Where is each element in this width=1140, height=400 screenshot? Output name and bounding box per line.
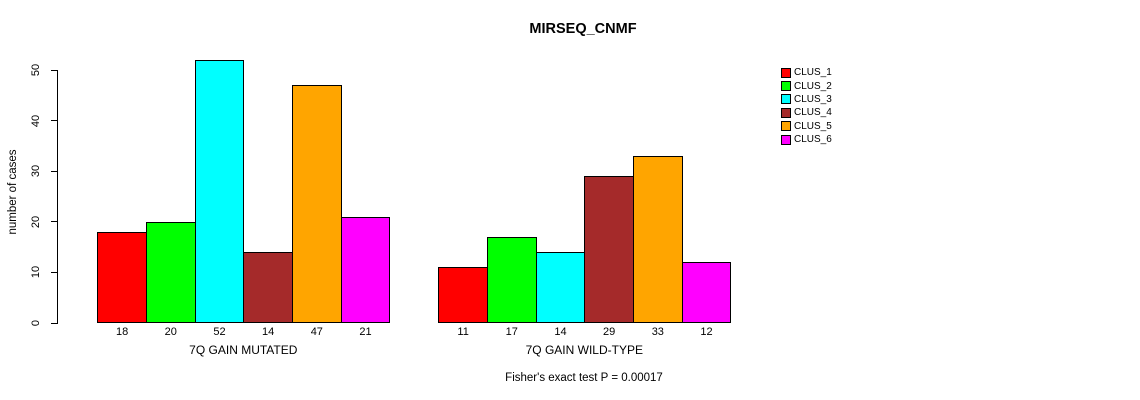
- y-tick-label: 10: [30, 266, 42, 279]
- bar-clus_5-group2: [632, 156, 683, 323]
- y-tick-label: 50: [30, 63, 42, 77]
- legend-swatch-clus_3: [781, 94, 791, 105]
- stat-annotation: Fisher's exact test P = 0.00017: [505, 372, 663, 384]
- y-axis-tick: [51, 170, 58, 172]
- y-axis-tick: [51, 322, 58, 324]
- legend: CLUS_1 CLUS_2 CLUS_3 CLUS_4 CLUS_5 CLUS_6: [781, 66, 832, 146]
- y-axis-tick: [51, 120, 58, 122]
- y-tick-label: 30: [30, 165, 42, 178]
- bar-clus_3-group2: [535, 252, 586, 323]
- y-axis-tick: [51, 69, 58, 71]
- bar-value-label: 17: [505, 326, 518, 338]
- legend-item: CLUS_4: [781, 106, 832, 119]
- bar-clus_4-group2: [584, 176, 634, 323]
- bar-clus_1-group1: [97, 231, 147, 323]
- bar-clus_2-group1: [145, 221, 196, 323]
- legend-item: CLUS_3: [781, 93, 832, 106]
- legend-label: CLUS_3: [794, 93, 832, 105]
- y-axis-tick: [51, 221, 58, 223]
- y-axis-tick: [51, 271, 58, 273]
- chart-title: MIRSEQ_CNMF: [529, 21, 637, 37]
- legend-swatch-clus_5: [781, 121, 791, 132]
- legend-label: CLUS_5: [794, 120, 832, 132]
- bar-clus_4-group1: [243, 252, 293, 323]
- bar-clus_6-group2: [681, 262, 732, 323]
- bar-value-label: 33: [651, 326, 664, 338]
- legend-swatch-clus_1: [781, 67, 791, 78]
- legend-label: CLUS_4: [794, 107, 832, 119]
- legend-item: CLUS_5: [781, 120, 832, 133]
- bar-clus_6-group1: [340, 216, 391, 323]
- bar-value-label: 11: [457, 326, 469, 338]
- legend-item: CLUS_2: [781, 79, 832, 92]
- bar-value-label: 52: [213, 326, 226, 338]
- bar-clus_5-group1: [291, 85, 342, 323]
- legend-label: CLUS_6: [794, 134, 832, 146]
- bar-clus_2-group2: [486, 236, 537, 323]
- bar-value-label: 29: [603, 326, 616, 338]
- legend-item: CLUS_1: [781, 66, 832, 79]
- bar-value-label: 14: [554, 326, 567, 338]
- bar-clus_1-group2: [438, 267, 488, 323]
- legend-swatch-clus_2: [781, 81, 791, 92]
- legend-item: CLUS_6: [781, 133, 832, 146]
- bar-value-label: 21: [359, 326, 372, 338]
- legend-label: CLUS_2: [794, 80, 832, 92]
- x-group-label: 7Q GAIN WILD-TYPE: [525, 343, 643, 357]
- bar-value-label: 47: [310, 326, 323, 338]
- y-tick-label: 20: [30, 215, 42, 228]
- bar-clus_3-group1: [194, 59, 245, 323]
- bar-value-label: 18: [116, 326, 129, 338]
- y-tick-label: 0: [30, 319, 42, 327]
- bar-value-label: 14: [262, 326, 275, 338]
- y-axis-line: [57, 70, 58, 324]
- legend-label: CLUS_1: [794, 67, 832, 79]
- bar-value-label: 20: [164, 326, 177, 338]
- legend-swatch-clus_4: [781, 107, 791, 118]
- y-tick-label: 40: [30, 114, 42, 127]
- x-group-label: 7Q GAIN MUTATED: [189, 343, 298, 357]
- legend-swatch-clus_6: [781, 134, 791, 145]
- bar-value-label: 12: [700, 326, 713, 338]
